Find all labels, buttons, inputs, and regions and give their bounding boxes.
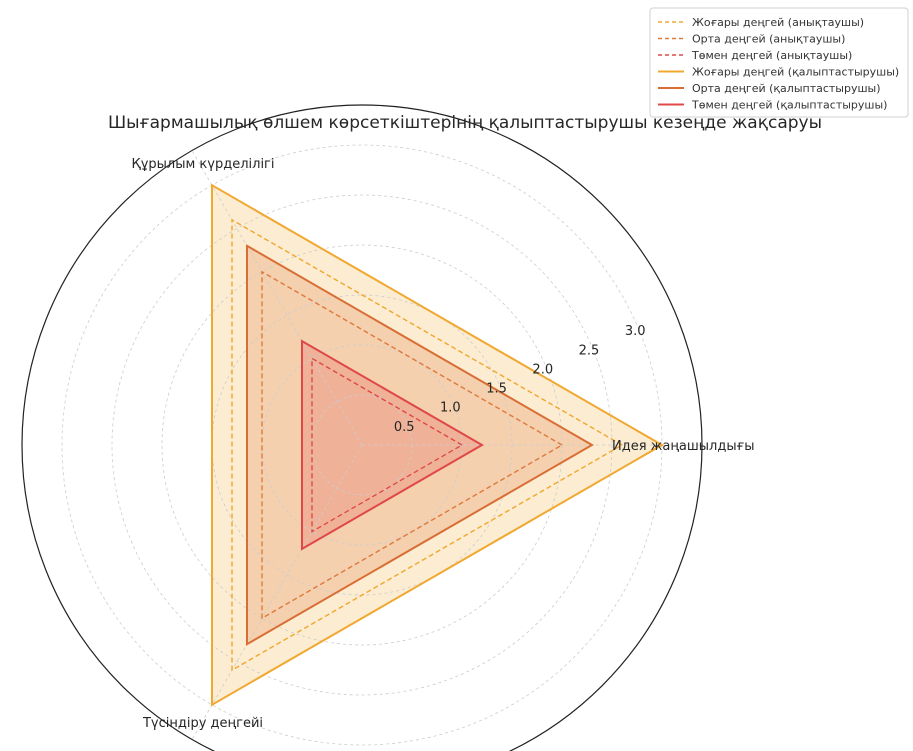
axis-labels: Идея жаңашылдығы Құрылым күрделілігі Түсін… — [131, 157, 754, 731]
grid-spoke-2 — [191, 444, 363, 740]
series-line-5 — [301, 339, 485, 551]
radial-tick-label: 1.0 — [440, 401, 461, 416]
legend-label-1: Орта деңгей (анықтаушы) — [692, 33, 845, 46]
radial-tick-label: 2.0 — [532, 362, 553, 377]
chart-title: Шығармашылық өлшем көрсеткіштерінің қалы… — [108, 113, 822, 133]
axis-label-3: Түсіндіру деңгейі — [142, 716, 263, 731]
outer-boundary — [21, 104, 703, 751]
legend-label-0: Жоғары деңгей (анықтаушы) — [692, 16, 864, 29]
legend-label-5: Төмен деңгей (қалыптастырушы) — [691, 99, 887, 112]
series-line-3 — [211, 183, 665, 707]
radial-tick-label: 2.5 — [579, 343, 600, 358]
series-fill-4 — [247, 245, 592, 645]
series-line-4 — [246, 244, 594, 646]
grid-circle-4 — [111, 194, 613, 696]
axis-label-1: Идея жаңашылдығы — [612, 439, 755, 454]
radial-tick-label: 0.5 — [394, 420, 415, 435]
legend-label-4: Орта деңгей (қалыптастырушы) — [692, 82, 881, 95]
radial-tick-label: 3.0 — [625, 324, 646, 339]
radial-tick-labels: 0.5 1.0 1.5 2.0 2.5 3.0 — [394, 324, 646, 435]
series-line-1 — [261, 270, 564, 620]
radial-tick-label: 1.5 — [486, 382, 507, 397]
legend-label-2: Төмен деңгей (анықтаушы) — [691, 49, 852, 62]
series-line-0 — [231, 218, 624, 672]
grid-spoke-1 — [191, 150, 363, 446]
legend-box — [649, 7, 909, 118]
legend-label-3: Жоғары деңгей (қалыптастырушы) — [692, 66, 899, 79]
series-outlines — [211, 183, 665, 707]
series-line-2 — [311, 357, 464, 533]
legend: Жоғары деңгей (анықтаушы) Орта деңгей (ан… — [649, 7, 909, 118]
axis-label-2: Құрылым күрделілігі — [131, 157, 274, 172]
